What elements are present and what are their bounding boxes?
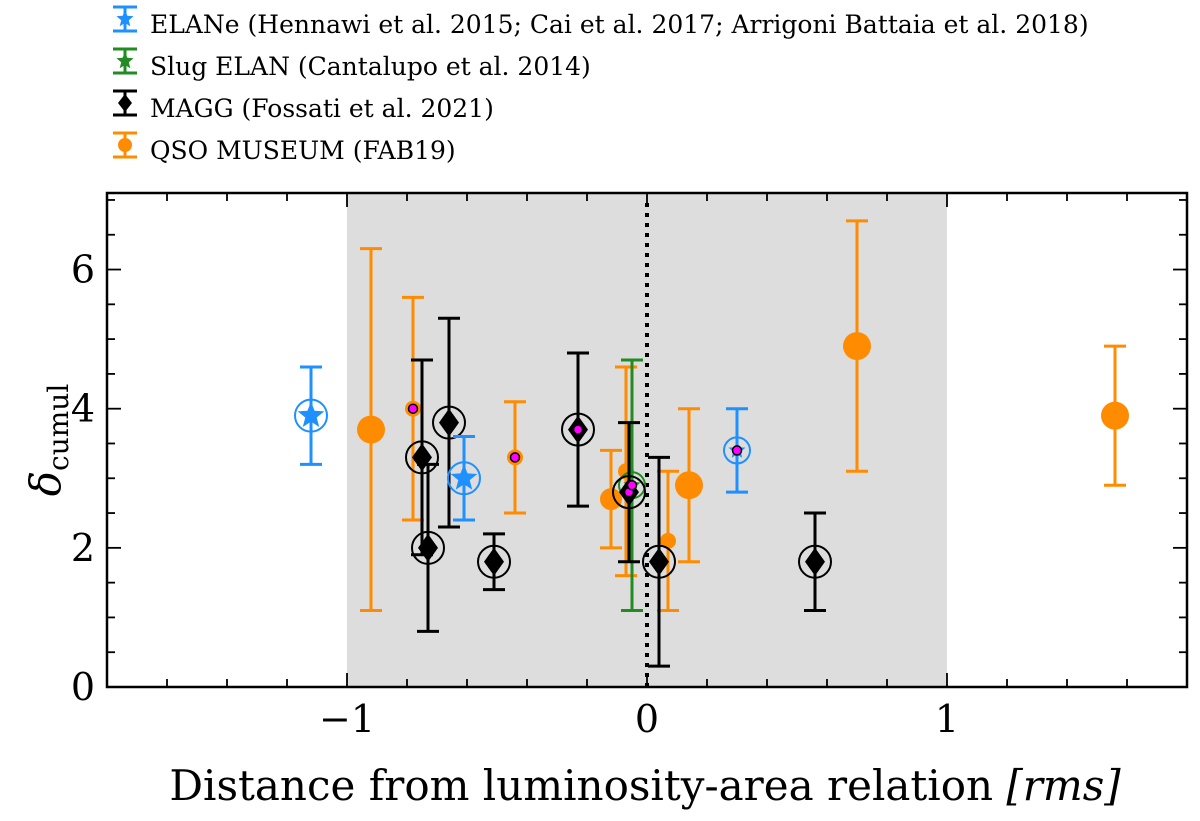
y-tick-label-2: 2 xyxy=(71,526,95,570)
magg-marker xyxy=(805,547,825,576)
qso-point-6 xyxy=(675,407,703,564)
elane-marker-ring xyxy=(447,461,481,496)
legend-entry-elane: ELANe (Hennawi et al. 2015; Cai et al. 2… xyxy=(113,5,1089,39)
elane-point-1 xyxy=(447,435,481,522)
data-marks xyxy=(294,219,1129,668)
legend-symbol-elane xyxy=(113,5,137,33)
magg-point-3 xyxy=(477,532,511,592)
y-axis-label: δcumul xyxy=(21,384,75,497)
magg-point-2 xyxy=(432,316,466,529)
qso-point-7 xyxy=(843,219,871,473)
highlight-dot xyxy=(731,445,743,456)
elane-marker xyxy=(450,464,478,490)
magg-marker-ring xyxy=(411,530,445,565)
x-axis-label-main: Distance from luminosity-area relation xyxy=(169,761,1006,810)
qso-point-8 xyxy=(1101,344,1129,487)
legend: ELANe (Hennawi et al. 2015; Cai et al. 2… xyxy=(113,5,1089,165)
y-tick-labels: 0 2 4 6 xyxy=(71,248,95,709)
magg-point-7 xyxy=(798,511,832,612)
magg-marker-ring xyxy=(642,544,676,579)
magg-marker-ring xyxy=(798,544,832,579)
y-tick-label-4: 4 xyxy=(71,387,95,431)
elane-marker-ring xyxy=(294,398,328,433)
legend-diamond-marker xyxy=(118,94,132,112)
legend-entry-slug: Slug ELAN (Cantalupo et al. 2014) xyxy=(113,47,591,81)
legend-label-elane: ELANe (Hennawi et al. 2015; Cai et al. 2… xyxy=(150,10,1089,39)
magg-marker-ring xyxy=(405,440,439,475)
highlight-dot xyxy=(626,479,638,491)
legend-label-magg: MAGG (Fossati et al. 2021) xyxy=(150,94,494,123)
legend-label-qso: QSO MUSEUM (FAB19) xyxy=(150,136,456,165)
qso-point-5 xyxy=(657,469,679,612)
x-axis-label: Distance from luminosity-area relation [… xyxy=(169,761,1121,810)
magg-marker xyxy=(439,408,459,437)
qso-marker xyxy=(1101,401,1129,430)
magg-marker xyxy=(418,533,438,562)
highlight-dot xyxy=(407,403,419,414)
y-axis-label-symbol: δ xyxy=(21,471,70,496)
axis-ticks xyxy=(107,193,1187,687)
x-axis-label-unit: [rms] xyxy=(1006,761,1121,810)
magg-marker xyxy=(484,547,504,576)
y-axis-label-subscript: cumul xyxy=(42,384,75,471)
legend-symbol-slug xyxy=(113,47,137,75)
elane-marker xyxy=(297,401,325,427)
qso-marker xyxy=(675,471,703,500)
legend-star-marker xyxy=(116,52,134,69)
legend-entry-magg: MAGG (Fossati et al. 2021) xyxy=(113,89,494,123)
legend-symbol-qso xyxy=(113,131,137,159)
magg-point-1 xyxy=(411,462,445,633)
highlight-dot xyxy=(572,424,584,435)
x-tick-labels: −1 0 1 xyxy=(319,697,959,741)
magg-point-6 xyxy=(642,455,676,668)
qso-point-3 xyxy=(600,448,622,550)
magg-marker-ring xyxy=(432,405,466,440)
highlight-markers xyxy=(407,403,743,498)
qso-marker xyxy=(843,332,871,361)
x-tick-label-1: 1 xyxy=(935,697,959,741)
highlight-dot xyxy=(509,452,521,463)
y-tick-label-6: 6 xyxy=(71,248,95,292)
magg-marker-ring xyxy=(612,475,646,510)
qso-marker xyxy=(600,488,622,511)
qso-point-0 xyxy=(357,247,385,612)
magg-marker-ring xyxy=(561,412,595,447)
qso-marker xyxy=(357,415,385,444)
legend-circle-marker xyxy=(118,138,132,152)
legend-label-slug: Slug ELAN (Cantalupo et al. 2014) xyxy=(150,52,591,81)
x-tick-label-0: 0 xyxy=(635,697,659,741)
legend-entry-qso: QSO MUSEUM (FAB19) xyxy=(113,131,456,165)
x-tick-label-minus-1: −1 xyxy=(319,697,375,741)
magg-marker-ring xyxy=(477,544,511,579)
elane-marker-ring xyxy=(723,436,751,465)
legend-symbol-magg xyxy=(113,89,137,117)
legend-star-marker xyxy=(116,10,134,27)
y-tick-label-0: 0 xyxy=(71,665,95,709)
qso-marker xyxy=(660,532,676,549)
magg-marker xyxy=(649,547,669,576)
elane-point-0 xyxy=(294,365,328,466)
